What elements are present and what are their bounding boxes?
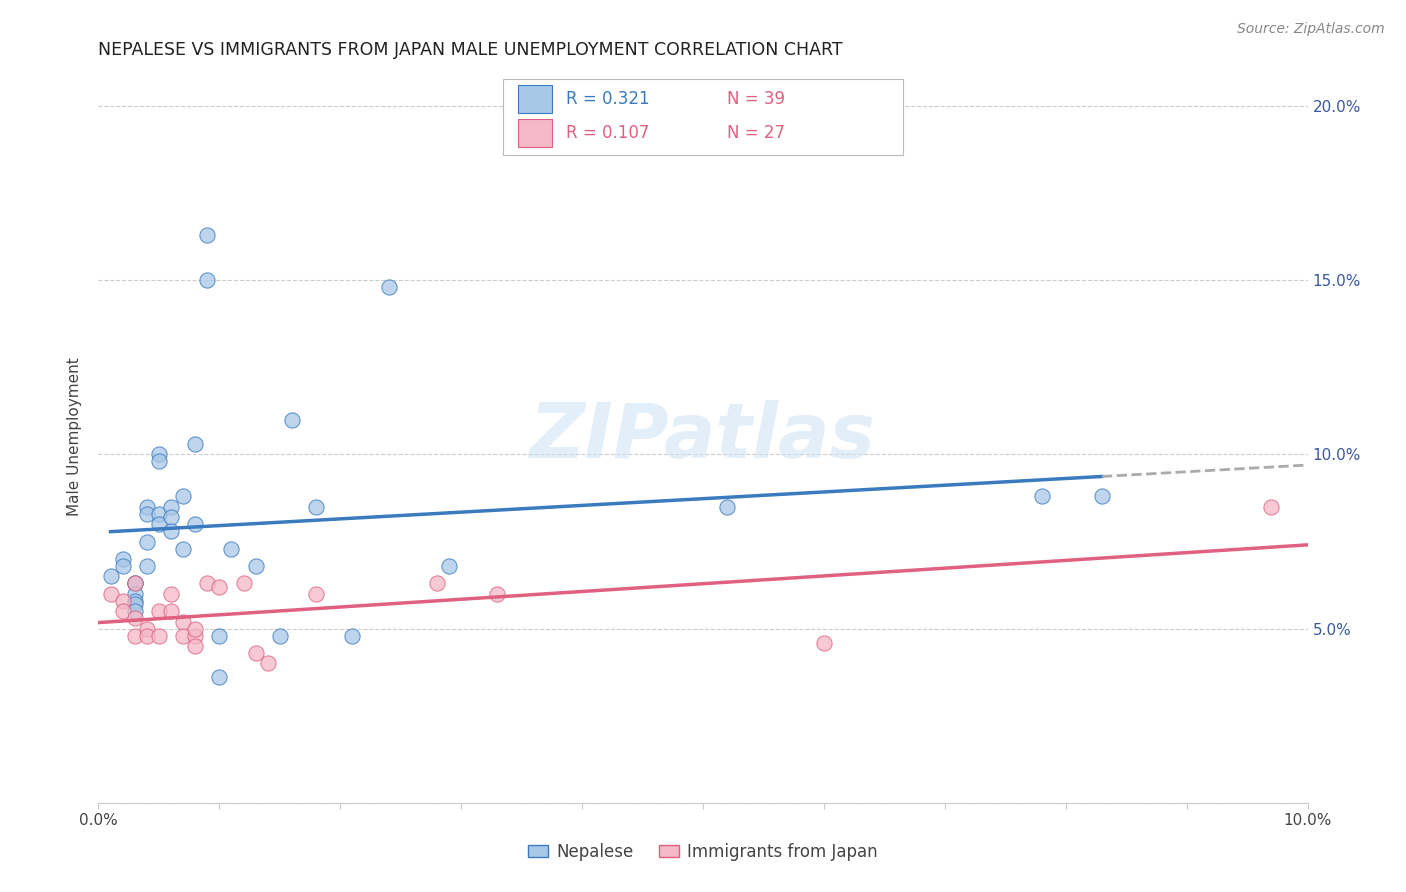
Point [124,611,146,625]
Point [124,576,146,591]
Point [437,558,460,573]
Point [172,629,194,643]
Point [135,507,157,521]
Point [221,541,243,556]
Point [232,576,254,591]
Point [148,507,170,521]
Point [281,412,304,426]
Point [111,594,134,608]
Point [184,629,207,643]
Point [342,629,364,643]
Point [111,558,134,573]
Point [160,510,183,524]
Point [100,569,122,583]
Text: Source: ZipAtlas.com: Source: ZipAtlas.com [1237,22,1385,37]
Point [124,576,146,591]
Point [160,524,183,538]
Point [124,587,146,601]
Point [256,657,278,671]
Point [426,576,449,591]
Text: R = 0.321: R = 0.321 [567,90,650,108]
Y-axis label: Male Unemployment: Male Unemployment [67,358,83,516]
Point [195,228,218,243]
Point [305,587,328,601]
Point [377,280,399,294]
Point [135,558,157,573]
Point [160,587,183,601]
Text: ZIPatlas: ZIPatlas [530,401,876,474]
Bar [503,78,903,155]
Point [124,576,146,591]
Point [208,580,231,594]
Point [172,615,194,629]
Point [208,670,231,684]
Point [124,629,146,643]
Point [148,448,170,462]
Point [135,500,157,514]
Point [813,635,835,649]
Point [1031,489,1053,503]
Point [148,604,170,618]
Point [148,517,170,532]
Point [111,552,134,566]
Point [1260,500,1282,514]
Point [160,500,183,514]
Point [486,587,509,601]
Point [208,629,231,643]
Text: N = 27: N = 27 [727,124,785,142]
Point [100,587,122,601]
Point [135,622,157,636]
Point [172,541,194,556]
Point [184,437,207,451]
Point [195,576,218,591]
Text: R = 0.107: R = 0.107 [567,124,650,142]
Point [245,558,267,573]
Point [135,629,157,643]
Bar [517,119,553,146]
Point [195,273,218,287]
Point [124,604,146,618]
Point [148,454,170,468]
Point [124,594,146,608]
Point [716,500,738,514]
Point [184,622,207,636]
Point [160,604,183,618]
Point [135,534,157,549]
Point [1091,489,1114,503]
Text: N = 39: N = 39 [727,90,785,108]
Point [184,517,207,532]
Point [172,489,194,503]
Bar [517,86,553,113]
Point [111,604,134,618]
Point [124,597,146,611]
Point [184,639,207,653]
Point [148,629,170,643]
Point [245,646,267,660]
Point [269,629,291,643]
Legend: Nepalese, Immigrants from Japan: Nepalese, Immigrants from Japan [522,837,884,868]
Point [305,500,328,514]
Text: NEPALESE VS IMMIGRANTS FROM JAPAN MALE UNEMPLOYMENT CORRELATION CHART: NEPALESE VS IMMIGRANTS FROM JAPAN MALE U… [98,41,844,59]
